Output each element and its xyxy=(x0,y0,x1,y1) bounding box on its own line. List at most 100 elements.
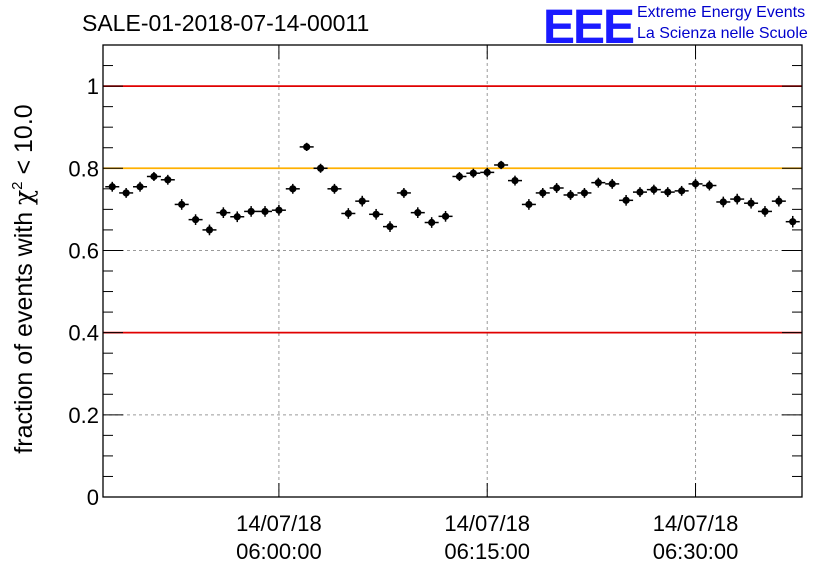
data-point xyxy=(605,178,620,189)
data-point xyxy=(146,171,161,182)
y-tick-label: 0.4 xyxy=(68,321,99,346)
data-point xyxy=(688,178,703,189)
marker xyxy=(191,216,200,224)
data-point xyxy=(660,187,675,198)
data-point xyxy=(216,207,231,218)
marker xyxy=(650,186,658,194)
y-tick-label: 0.2 xyxy=(68,403,99,428)
marker xyxy=(566,191,575,199)
plot-frame xyxy=(102,44,803,498)
data-point xyxy=(438,211,453,222)
data-point xyxy=(188,214,203,225)
data-point xyxy=(757,206,772,217)
marker xyxy=(705,181,714,190)
x-tick-time-label: 06:15:00 xyxy=(444,539,530,564)
logo-tagline-2: La Scienza nelle Scuole xyxy=(637,25,808,42)
x-tick-time-label: 06:00:00 xyxy=(236,539,322,564)
marker xyxy=(441,212,450,220)
marker xyxy=(511,177,519,185)
data-point xyxy=(494,160,509,170)
marker xyxy=(469,169,477,177)
data-point xyxy=(119,187,134,198)
marker xyxy=(386,223,394,231)
data-point xyxy=(563,190,578,200)
data-point xyxy=(383,221,398,232)
marker xyxy=(622,196,630,204)
marker xyxy=(136,183,144,191)
data-point xyxy=(744,197,759,209)
marker xyxy=(483,168,491,176)
data-points xyxy=(105,142,800,236)
x-tick-date-label: 14/07/18 xyxy=(236,511,322,536)
marker xyxy=(719,198,727,206)
marker xyxy=(275,206,283,214)
data-point xyxy=(313,163,328,173)
data-point xyxy=(619,194,634,206)
data-point xyxy=(452,171,467,182)
marker xyxy=(553,184,561,192)
marker xyxy=(580,189,589,197)
data-point xyxy=(480,167,495,177)
data-point xyxy=(202,224,217,236)
data-point xyxy=(285,183,300,194)
marker xyxy=(219,209,227,217)
marker xyxy=(691,180,700,188)
data-point xyxy=(244,206,259,217)
data-point xyxy=(271,204,286,216)
x-tick-date-label: 14/07/18 xyxy=(444,511,530,536)
data-point xyxy=(674,185,689,196)
marker xyxy=(400,189,408,197)
data-point xyxy=(105,181,120,192)
marker xyxy=(289,185,297,193)
data-point xyxy=(632,187,647,198)
marker xyxy=(761,207,769,216)
data-point xyxy=(521,199,536,210)
marker xyxy=(678,187,686,195)
marker xyxy=(414,209,422,217)
marker xyxy=(594,179,602,187)
marker xyxy=(164,176,172,184)
marker xyxy=(316,164,325,172)
data-point xyxy=(535,187,550,198)
data-point xyxy=(133,181,148,192)
marker xyxy=(358,197,366,205)
data-point xyxy=(646,184,661,195)
marker xyxy=(497,161,505,169)
marker xyxy=(608,180,616,188)
marker xyxy=(664,188,672,196)
data-point xyxy=(466,168,481,178)
marker xyxy=(330,185,339,193)
data-point xyxy=(174,199,189,210)
data-point xyxy=(702,180,717,191)
grid-layer xyxy=(103,45,802,497)
marker xyxy=(789,218,797,226)
marker xyxy=(344,209,352,218)
marker xyxy=(747,199,755,207)
data-point xyxy=(507,175,522,186)
data-point xyxy=(577,187,592,198)
chart-title: SALE-01-2018-07-14-00011 xyxy=(82,10,370,36)
data-point xyxy=(341,208,356,219)
y-tick-label: 0 xyxy=(87,485,99,510)
data-point xyxy=(396,187,411,198)
marker xyxy=(455,172,464,181)
marker xyxy=(636,188,644,196)
marker xyxy=(261,207,269,216)
y-axis-label: fraction of events with χ2 < 10.0 xyxy=(9,104,38,453)
data-point xyxy=(591,177,606,188)
marker xyxy=(303,143,311,151)
marker xyxy=(733,195,741,203)
logo-tagline-1: Extreme Energy Events xyxy=(637,4,806,21)
marker xyxy=(372,210,380,218)
data-point xyxy=(369,208,384,220)
data-point xyxy=(230,211,245,223)
data-point xyxy=(355,195,370,207)
marker xyxy=(178,200,186,209)
reference-lines xyxy=(103,85,802,334)
data-point xyxy=(299,142,314,152)
marker xyxy=(539,189,547,197)
data-point xyxy=(410,207,425,218)
marker xyxy=(775,197,783,205)
data-point xyxy=(424,217,439,228)
